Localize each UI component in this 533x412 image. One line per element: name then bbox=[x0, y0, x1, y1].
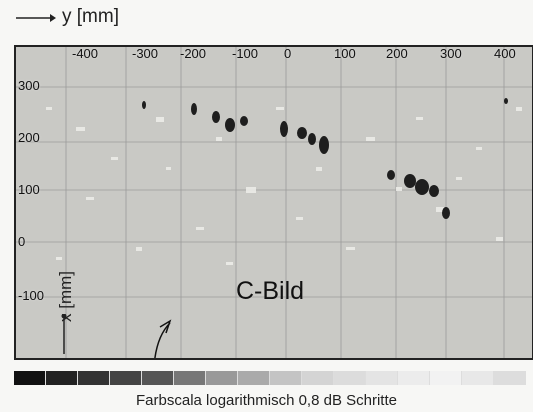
y-tick-label: -200 bbox=[180, 46, 207, 61]
color-scale-swatch bbox=[494, 371, 526, 385]
x-axis-arrow bbox=[61, 314, 67, 354]
c-scan-plot bbox=[14, 45, 533, 360]
y-axis-title: y [mm] bbox=[62, 6, 119, 27]
x-tick-label: -100 bbox=[18, 288, 45, 303]
annotation-arrow bbox=[154, 319, 172, 358]
color-scale-swatch bbox=[270, 371, 302, 385]
y-tick-label: 0 bbox=[284, 46, 292, 61]
y-axis-arrow bbox=[16, 14, 56, 22]
defect-indications bbox=[142, 98, 508, 219]
color-scale-swatch bbox=[334, 371, 366, 385]
color-scale-swatch bbox=[46, 371, 78, 385]
c-scan-label: C-Bild bbox=[236, 277, 305, 305]
color-scale-swatch bbox=[302, 371, 334, 385]
color-scale-swatch bbox=[14, 371, 46, 385]
color-scale-bar bbox=[14, 371, 526, 385]
color-scale-swatch bbox=[238, 371, 270, 385]
x-tick-label: 300 bbox=[18, 78, 40, 93]
x-tick-label: 200 bbox=[18, 130, 40, 145]
color-scale-swatch bbox=[430, 371, 462, 385]
y-tick-label: -100 bbox=[232, 46, 259, 61]
color-scale-swatch bbox=[462, 371, 494, 385]
y-tick-label: 300 bbox=[440, 46, 462, 61]
color-scale-swatch bbox=[78, 371, 110, 385]
color-scale-caption: Farbscala logarithmisch 0,8 dB Schritte bbox=[136, 392, 397, 409]
y-tick-label: 100 bbox=[334, 46, 356, 61]
c-scan-image bbox=[16, 47, 532, 358]
color-scale-swatch bbox=[142, 371, 174, 385]
y-tick-label: -400 bbox=[72, 46, 99, 61]
y-tick-label: 200 bbox=[386, 46, 408, 61]
speckle bbox=[46, 107, 522, 265]
color-scale-swatch bbox=[110, 371, 142, 385]
x-tick-label: 0 bbox=[18, 234, 26, 249]
color-scale-swatch bbox=[366, 371, 398, 385]
y-tick-label: -300 bbox=[132, 46, 159, 61]
y-tick-label: 400 bbox=[494, 46, 516, 61]
x-tick-label: 100 bbox=[18, 182, 40, 197]
color-scale-swatch bbox=[398, 371, 430, 385]
color-scale-swatch bbox=[174, 371, 206, 385]
color-scale-swatch bbox=[206, 371, 238, 385]
grid-lines bbox=[16, 47, 532, 358]
